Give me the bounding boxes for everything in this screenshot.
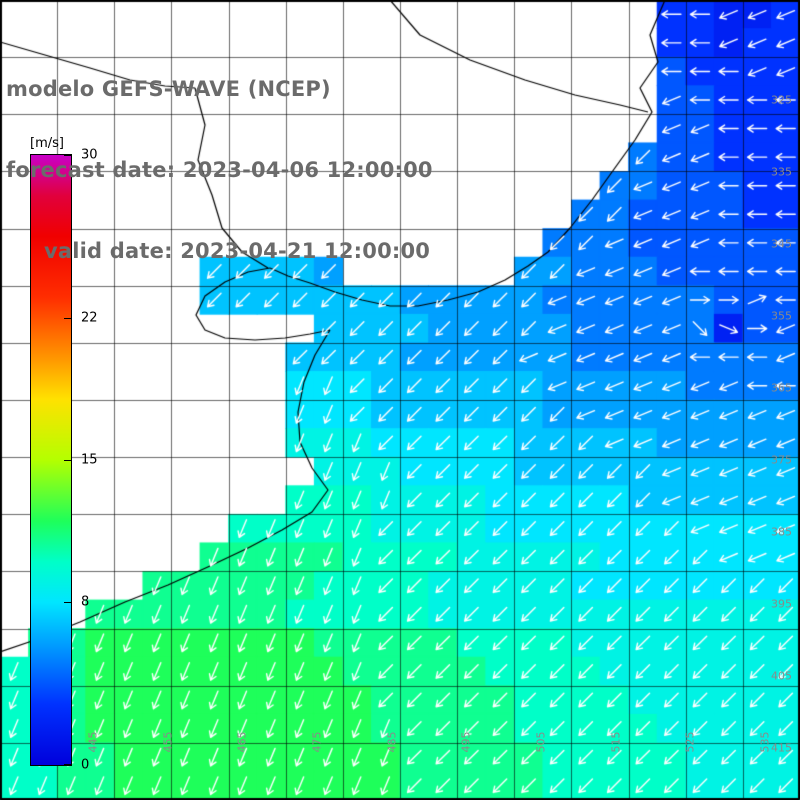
- colorbar-gradient: 30 22 15 8 0: [30, 148, 98, 773]
- forecast-date: forecast date: 2023-04-06 12:00:00: [6, 158, 433, 182]
- colorbar-tick-label: 8: [81, 594, 90, 610]
- colorbar-unit-label: [m/s]: [30, 136, 64, 151]
- colorbar-tick-mark: [64, 764, 71, 765]
- colorbar-tick-label: 0: [81, 757, 90, 773]
- valid-date: valid date: 2023-04-21 12:00:00: [44, 239, 431, 263]
- colorbar-tick-mark: [64, 317, 71, 319]
- colorbar-tick-label: 15: [81, 452, 98, 468]
- colorbar-tick-mark: [64, 460, 71, 461]
- colorbar-tick-mark: [64, 155, 71, 156]
- plot-titles: modelo GEFS-WAVE (NCEP) forecast date: 2…: [6, 22, 433, 319]
- colorbar-tick-mark: [64, 602, 71, 604]
- colorbar-tick-label: 22: [81, 310, 98, 326]
- model-title: modelo GEFS-WAVE (NCEP): [6, 77, 331, 101]
- colorbar: [m/s] 30 22 15 8 0: [30, 136, 98, 773]
- colorbar-tick-label: 30: [81, 147, 98, 163]
